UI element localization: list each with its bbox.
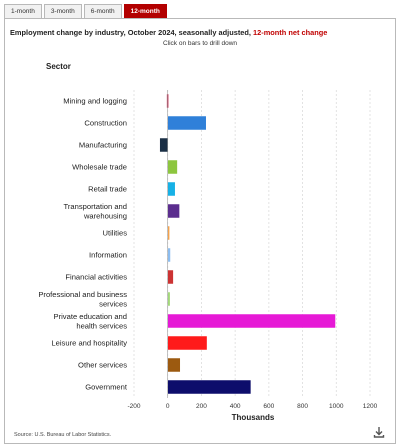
- x-tick-label: 200: [196, 403, 207, 410]
- tab-6-month[interactable]: 6-month: [83, 4, 122, 18]
- category-label: Other services: [78, 361, 127, 370]
- download-icon[interactable]: [372, 425, 386, 439]
- bar[interactable]: [167, 270, 174, 284]
- tab-1-month[interactable]: 1-month: [4, 4, 42, 18]
- chart-title-highlight: 12-month net change: [253, 28, 328, 37]
- chart-title-main: Employment change by industry, October 2…: [10, 28, 254, 37]
- category-label: Leisure and hospitality: [51, 339, 127, 348]
- category-label: Financial activities: [65, 273, 127, 282]
- category-label: Professional and business services: [38, 290, 127, 309]
- category-label: Private education and health services: [54, 312, 128, 331]
- category-label: Wholesale trade: [72, 163, 127, 172]
- category-label: Mining and logging: [63, 97, 127, 106]
- bar[interactable]: [167, 160, 178, 174]
- x-tick-label: 0: [166, 403, 170, 410]
- x-tick-label: 400: [230, 403, 241, 410]
- bar[interactable]: [167, 292, 170, 306]
- x-tick-label: -200: [127, 403, 140, 410]
- bar[interactable]: [167, 226, 170, 240]
- category-label: Utilities: [103, 229, 128, 238]
- sector-heading: Sector: [46, 62, 71, 71]
- category-label: Information: [89, 251, 127, 260]
- category-label: Government: [85, 383, 128, 392]
- chart-panel: [4, 18, 396, 444]
- bar[interactable]: [167, 336, 207, 350]
- x-tick-label: 600: [263, 403, 274, 410]
- x-tick-label: 1200: [363, 403, 378, 410]
- tab-3-month[interactable]: 3-month: [43, 4, 82, 18]
- tab-12-month[interactable]: 12-month: [123, 4, 167, 18]
- source-note: Source: U.S. Bureau of Labor Statistics.: [14, 432, 112, 438]
- x-tick-label: 800: [297, 403, 308, 410]
- x-axis-title: Thousands: [232, 413, 275, 422]
- chart-title: Employment change by industry, October 2…: [10, 28, 327, 37]
- bar[interactable]: [167, 204, 180, 218]
- bar[interactable]: [167, 248, 171, 262]
- bar[interactable]: [159, 138, 168, 152]
- bar[interactable]: [167, 358, 181, 372]
- category-label: Transportation and warehousing: [64, 202, 127, 221]
- bar[interactable]: [167, 182, 175, 196]
- bar[interactable]: [167, 116, 206, 130]
- period-tabs: 1-month 3-month 6-month 12-month: [4, 4, 169, 19]
- chart-subtitle: Click on bars to drill down: [162, 40, 238, 47]
- bar[interactable]: [167, 380, 251, 394]
- category-label: Manufacturing: [79, 141, 127, 150]
- category-label: Retail trade: [88, 185, 127, 194]
- x-tick-label: 1000: [329, 403, 344, 410]
- category-label: Construction: [84, 119, 127, 128]
- bar[interactable]: [167, 314, 336, 328]
